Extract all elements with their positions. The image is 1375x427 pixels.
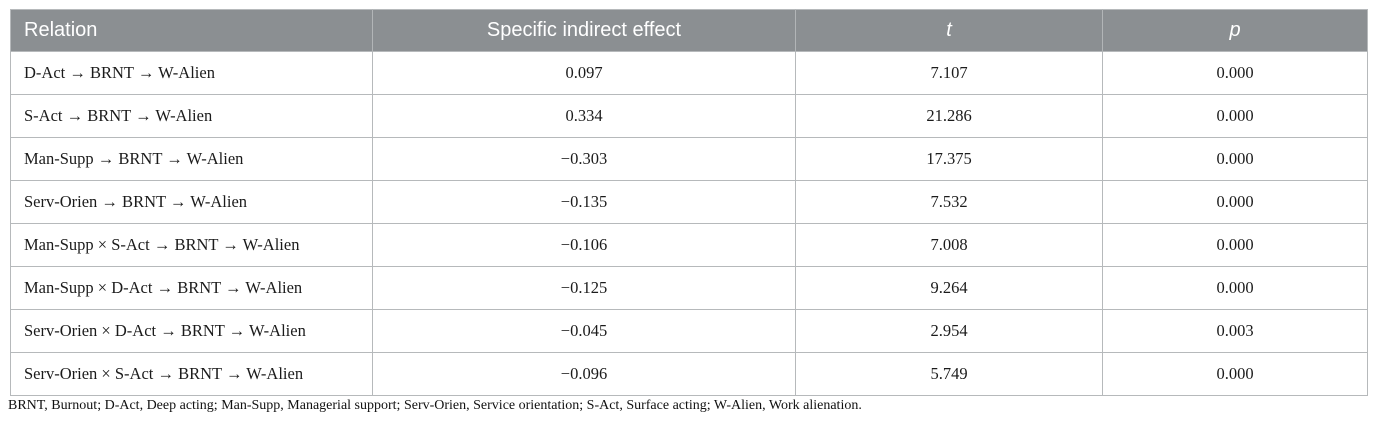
cell-p: 0.000 (1102, 137, 1368, 181)
table-row: Man-Supp × S-Act → BRNT → W-Alien −0.106… (10, 223, 1368, 267)
cell-p: 0.000 (1102, 266, 1368, 310)
header-row: Relation Specific indirect effect t p (10, 9, 1368, 52)
cell-t: 7.532 (795, 180, 1103, 224)
cell-relation: Serv-Orien × S-Act → BRNT → W-Alien (10, 352, 373, 396)
cell-effect: −0.096 (372, 352, 796, 396)
cell-effect: −0.106 (372, 223, 796, 267)
cell-t: 9.264 (795, 266, 1103, 310)
cell-relation: Man-Supp × D-Act → BRNT → W-Alien (10, 266, 373, 310)
cell-p: 0.000 (1102, 94, 1368, 138)
cell-t: 7.107 (795, 51, 1103, 95)
table-row: Serv-Orien × D-Act → BRNT → W-Alien −0.0… (10, 309, 1368, 353)
cell-t: 7.008 (795, 223, 1103, 267)
cell-relation: S-Act → BRNT → W-Alien (10, 94, 373, 138)
table-row: S-Act → BRNT → W-Alien 0.334 21.286 0.00… (10, 94, 1368, 138)
cell-relation: Man-Supp × S-Act → BRNT → W-Alien (10, 223, 373, 267)
table-row: Man-Supp × D-Act → BRNT → W-Alien −0.125… (10, 266, 1368, 310)
table-row: Man-Supp → BRNT → W-Alien −0.303 17.375 … (10, 137, 1368, 181)
cell-p: 0.000 (1102, 352, 1368, 396)
column-header-t: t (795, 9, 1103, 52)
cell-relation: Man-Supp → BRNT → W-Alien (10, 137, 373, 181)
cell-p: 0.000 (1102, 223, 1368, 267)
cell-p: 0.003 (1102, 309, 1368, 353)
cell-effect: 0.334 (372, 94, 796, 138)
table-row: D-Act → BRNT → W-Alien 0.097 7.107 0.000 (10, 51, 1368, 95)
results-table-container: Relation Specific indirect effect t p D-… (10, 9, 1368, 396)
cell-t: 17.375 (795, 137, 1103, 181)
table-footnote: BRNT, Burnout; D-Act, Deep acting; Man-S… (8, 398, 862, 413)
cell-p: 0.000 (1102, 51, 1368, 95)
column-header-specific-indirect-effect: Specific indirect effect (372, 9, 796, 52)
cell-relation: Serv-Orien → BRNT → W-Alien (10, 180, 373, 224)
cell-t: 5.749 (795, 352, 1103, 396)
column-header-p: p (1102, 9, 1368, 52)
cell-effect: −0.045 (372, 309, 796, 353)
cell-t: 2.954 (795, 309, 1103, 353)
table-row: Serv-Orien → BRNT → W-Alien −0.135 7.532… (10, 180, 1368, 224)
cell-t: 21.286 (795, 94, 1103, 138)
cell-relation: Serv-Orien × D-Act → BRNT → W-Alien (10, 309, 373, 353)
results-table: Relation Specific indirect effect t p D-… (10, 9, 1368, 396)
cell-effect: −0.135 (372, 180, 796, 224)
cell-p: 0.000 (1102, 180, 1368, 224)
cell-effect: −0.125 (372, 266, 796, 310)
cell-relation: D-Act → BRNT → W-Alien (10, 51, 373, 95)
cell-effect: 0.097 (372, 51, 796, 95)
cell-effect: −0.303 (372, 137, 796, 181)
table-row: Serv-Orien × S-Act → BRNT → W-Alien −0.0… (10, 352, 1368, 396)
column-header-relation: Relation (10, 9, 373, 52)
